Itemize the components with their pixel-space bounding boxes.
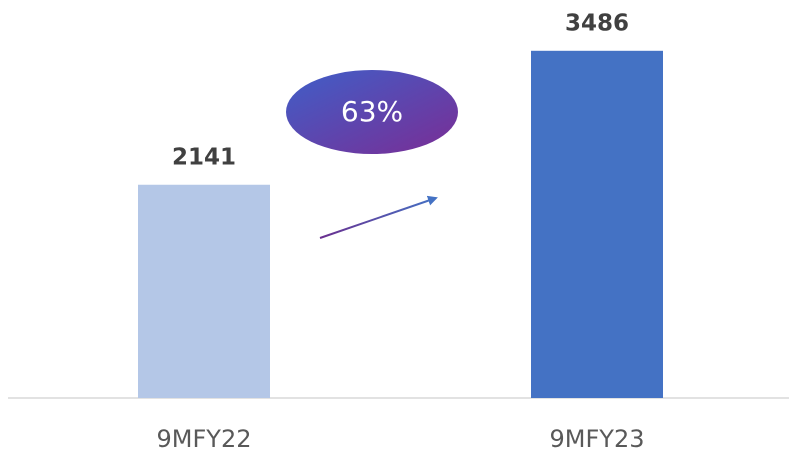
growth-badge [286, 70, 458, 154]
x-tick-label: 9MFY22 [157, 425, 252, 453]
growth-arrow [319, 195, 438, 239]
x-tick-label: 9MFY23 [550, 425, 645, 453]
growth-label: 63% [341, 95, 403, 128]
value-label: 2141 [172, 144, 236, 170]
value-label: 3486 [565, 10, 629, 36]
bar [138, 184, 270, 398]
bar [531, 50, 663, 398]
